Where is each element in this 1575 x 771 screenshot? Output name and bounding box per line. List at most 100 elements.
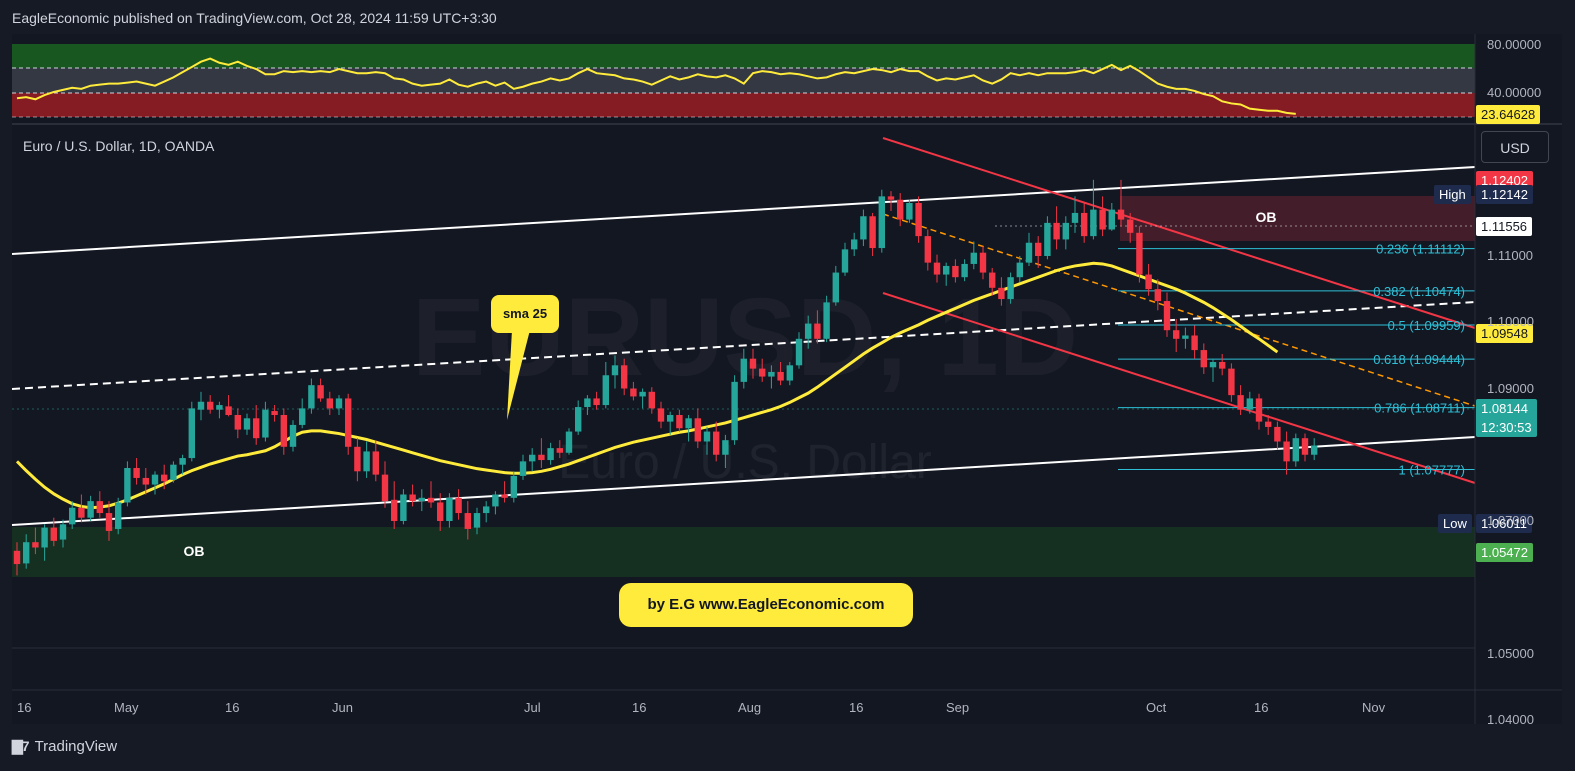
candle-body [115,502,122,529]
candle-body [179,458,186,465]
ob-label-bottom: OB [184,543,205,559]
candle-body [455,497,462,514]
candle-body [381,474,389,502]
candle-body [234,415,241,430]
low-value-box: 1.06011 [1476,514,1533,533]
currency-button[interactable]: USD [1481,131,1549,163]
candle-body [23,542,30,564]
candle-body [345,398,352,447]
candle-body [207,401,214,410]
candle-body [1035,242,1042,256]
candle-body [860,216,867,240]
high-value-box: 1.12142 [1476,185,1533,204]
channel-mid-dashed-line [11,301,1476,390]
candle-body [188,408,195,459]
candle-body [740,358,747,382]
fib-level-label: 0.786 (1.08711) [1374,401,1465,416]
footer-brand: ▇7 TradingView [12,738,117,755]
candle-body [1053,222,1060,240]
last-price-box: 1.08144 12:30:53 [1476,399,1537,437]
candle-body [749,358,757,369]
candle-body [648,391,655,409]
candle-body [878,196,885,249]
descending-channel-upper [882,137,1476,329]
candle-body [565,431,573,453]
fib-level-label: 0.236 (1.11112) [1376,242,1465,257]
promo-banner[interactable]: by E.G www.EagleEconomic.com [619,583,913,627]
candle-body [805,323,812,339]
price-tick-label: 1.09000 [1487,380,1534,396]
candle-body [694,418,701,442]
sma-value-box: 1.09548 [1476,324,1533,343]
candle-body [1274,426,1281,442]
time-tick-label: 16 [1254,700,1269,715]
price-tick-label: 1.04000 [1487,711,1534,727]
candle-body [13,550,21,565]
price-tick-label: 1.05000 [1487,645,1534,661]
candle-body [943,265,950,275]
candle-body [851,239,858,250]
candle-body [731,381,738,441]
candle-body [602,375,609,406]
candles [13,179,1318,576]
candle-body [1163,301,1171,331]
candle-body [372,451,379,475]
candle-body [78,507,85,518]
candle-body [335,398,343,409]
candle-body [363,451,370,472]
fib-level-label: 1 (1.07777) [1399,463,1466,478]
candle-body [1200,350,1207,368]
candle-body [124,468,131,503]
rsi-neutral-zone [12,68,1475,93]
candle-body [326,398,333,409]
candle-body [961,263,968,278]
time-tick-label: Jul [524,700,541,715]
candle-body [823,302,830,339]
last-price-value: 1.08144 [1481,401,1528,416]
time-tick-label: May [114,700,139,715]
candle-body [667,415,674,422]
candle-body [657,408,665,422]
candle-body [1246,398,1253,410]
candle-body [970,252,977,264]
candle-body [32,542,39,548]
candle-body [979,252,987,273]
candle-body [225,406,232,415]
publish-header: EagleEconomic published on TradingView.c… [12,10,497,26]
candle-body [354,446,361,472]
candle-body [621,365,628,389]
candle-body [869,216,876,249]
high-label-box: High [1434,185,1471,204]
candle-body [197,401,205,410]
candle-body [492,494,499,507]
candle-body [989,272,996,288]
candle-body [105,513,113,531]
candle-body [593,398,600,406]
candle-body [1228,368,1235,396]
rsi-tick-40: 40.00000 [1487,85,1542,100]
candle-body [1044,222,1051,256]
descending-channel-lower [882,292,1476,484]
candle-body [170,464,177,480]
time-tick-label: 16 [225,700,240,715]
candle-body [271,411,278,415]
candle-body [1292,438,1299,462]
candle-body [952,265,959,278]
time-tick-label: Jun [332,700,353,715]
candle-body [1173,330,1180,339]
candle-body [133,468,140,478]
candle-body [1007,277,1014,300]
brand-name: TradingView [34,738,118,755]
fib-level-label: 0.382 (1.10474) [1373,284,1465,299]
candle-body [998,287,1005,300]
candle-body [795,338,803,366]
candle-body [777,371,784,381]
fib-level-label: 0.5 (1.09959) [1388,318,1465,333]
candle-body [289,424,297,447]
candle-body [1016,262,1023,278]
candle-body [556,448,563,453]
time-tick-label: Sep [946,700,970,715]
sma25-line [15,261,1279,510]
rsi-tick-80: 80.00000 [1487,37,1542,52]
